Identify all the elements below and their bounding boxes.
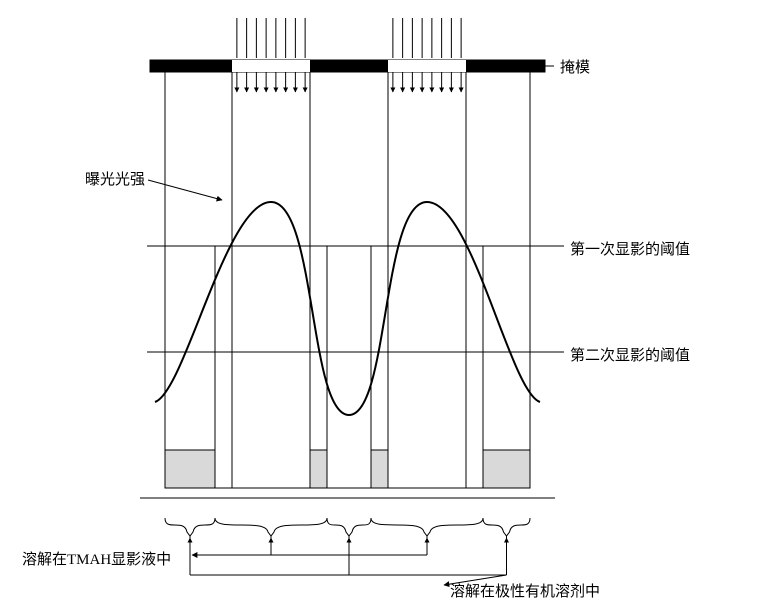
label-threshold2: 第二次显影的阈值 — [570, 344, 690, 365]
label-tmah: 溶解在TMAH显影液中 — [22, 548, 171, 569]
label-organic: 溶解在极性有机溶剂中 — [450, 580, 600, 601]
diagram-stage: 掩模 曝光光强 第一次显影的阈值 第二次显影的阈值 溶解在TMAH显影液中 溶解… — [0, 0, 760, 613]
label-mask: 掩模 — [560, 56, 590, 77]
label-threshold1: 第一次显影的阈值 — [570, 238, 690, 259]
label-exposure: 曝光光强 — [85, 168, 145, 189]
diagram-svg — [0, 0, 760, 613]
